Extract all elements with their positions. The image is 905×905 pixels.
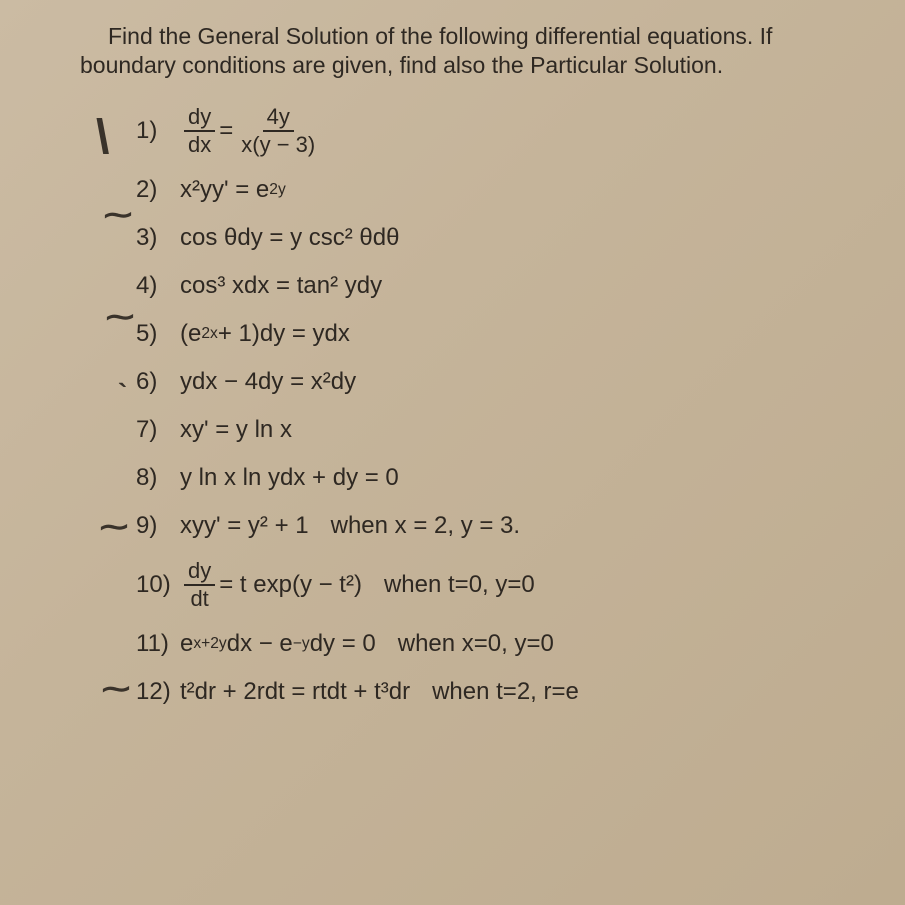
condition: when t=0, y=0 [384,571,535,599]
problem-number: 2) [136,176,180,204]
denominator: dx [184,132,215,156]
equation: dy dx = 4y x(y − 3) [180,106,323,156]
problem-list: 1) dy dx = 4y x(y − 3) 2) x²yy' = e2y [136,106,873,706]
problem-number: 9) [136,512,180,540]
problem-number: 8) [136,464,180,492]
equation: t²dr + 2rdt = rtdt + t³dr [180,678,410,706]
equation: (e2x + 1)dy = ydx [180,320,350,348]
problem-12: 12) t²dr + 2rdt = rtdt + t³dr when t=2, … [136,678,873,706]
problem-10: 10) dy dt = t exp(y − t²) when t=0, y=0 [136,560,873,610]
eq-text: (e [180,320,201,348]
numerator: dy [184,560,215,586]
equation: ex+2ydx − e−ydy = 0 [180,630,376,658]
problem-8: 8) y ln x ln ydx + dy = 0 [136,464,873,492]
equation: cos θdy = y csc² θdθ [180,224,399,252]
equation: xyy' = y² + 1 [180,512,309,540]
equation: xy' = y ln x [180,416,292,444]
eq-text: x²yy' = e [180,176,269,204]
condition: when t=2, r=e [432,678,579,706]
problem-2: 2) x²yy' = e2y [136,176,873,204]
handwriting-mark: ⁓ [104,198,132,231]
fraction-dy-dx: dy dx [184,106,215,156]
problem-number: 7) [136,416,180,444]
fraction-dy-dt: dy dt [184,560,215,610]
handwriting-mark: ⁓ [106,300,134,333]
handwriting-mark: ` [118,378,127,410]
eq-text: = t exp(y − t²) [219,571,362,599]
eq-text: e [180,630,193,658]
handwriting-mark: ⁓ [102,672,130,705]
equation: y ln x ln ydx + dy = 0 [180,464,399,492]
eq-text: dx − e [227,630,293,658]
problem-4: 4) cos³ xdx = tan² ydy [136,272,873,300]
problem-5: 5) (e2x + 1)dy = ydx [136,320,873,348]
problem-1: 1) dy dx = 4y x(y − 3) [136,106,873,156]
problem-number: 4) [136,272,180,300]
problem-number: 6) [136,368,180,396]
eq-text: + 1)dy = ydx [218,320,350,348]
problem-7: 7) xy' = y ln x [136,416,873,444]
numerator: 4y [263,106,294,132]
equation: ydx − 4dy = x²dy [180,368,356,396]
problem-6: 6) ydx − 4dy = x²dy [136,368,873,396]
problem-3: 3) cos θdy = y csc² θdθ [136,224,873,252]
problem-number: 1) [136,117,180,145]
equals: = [219,117,233,145]
handwriting-mark: \ [96,110,109,165]
condition: when x = 2, y = 3. [331,512,520,540]
condition: when x=0, y=0 [398,630,554,658]
worksheet-page: Find the General Solution of the followi… [0,0,905,905]
denominator: dt [186,586,212,610]
problem-number: 10) [136,571,180,599]
problem-number: 12) [136,678,180,706]
equation: cos³ xdx = tan² ydy [180,272,382,300]
equation: dy dt = t exp(y − t²) [180,560,362,610]
equation: x²yy' = e2y [180,176,286,204]
fraction-rhs: 4y x(y − 3) [237,106,319,156]
numerator: dy [184,106,215,132]
problem-number: 5) [136,320,180,348]
eq-text: dy = 0 [310,630,376,658]
problem-number: 11) [136,630,180,658]
problem-number: 3) [136,224,180,252]
handwriting-mark: ⁓ [100,510,128,543]
instructions-text: Find the General Solution of the followi… [80,22,873,80]
problem-11: 11) ex+2ydx − e−ydy = 0 when x=0, y=0 [136,630,873,658]
problem-9: 9) xyy' = y² + 1 when x = 2, y = 3. [136,512,873,540]
denominator: x(y − 3) [237,132,319,156]
